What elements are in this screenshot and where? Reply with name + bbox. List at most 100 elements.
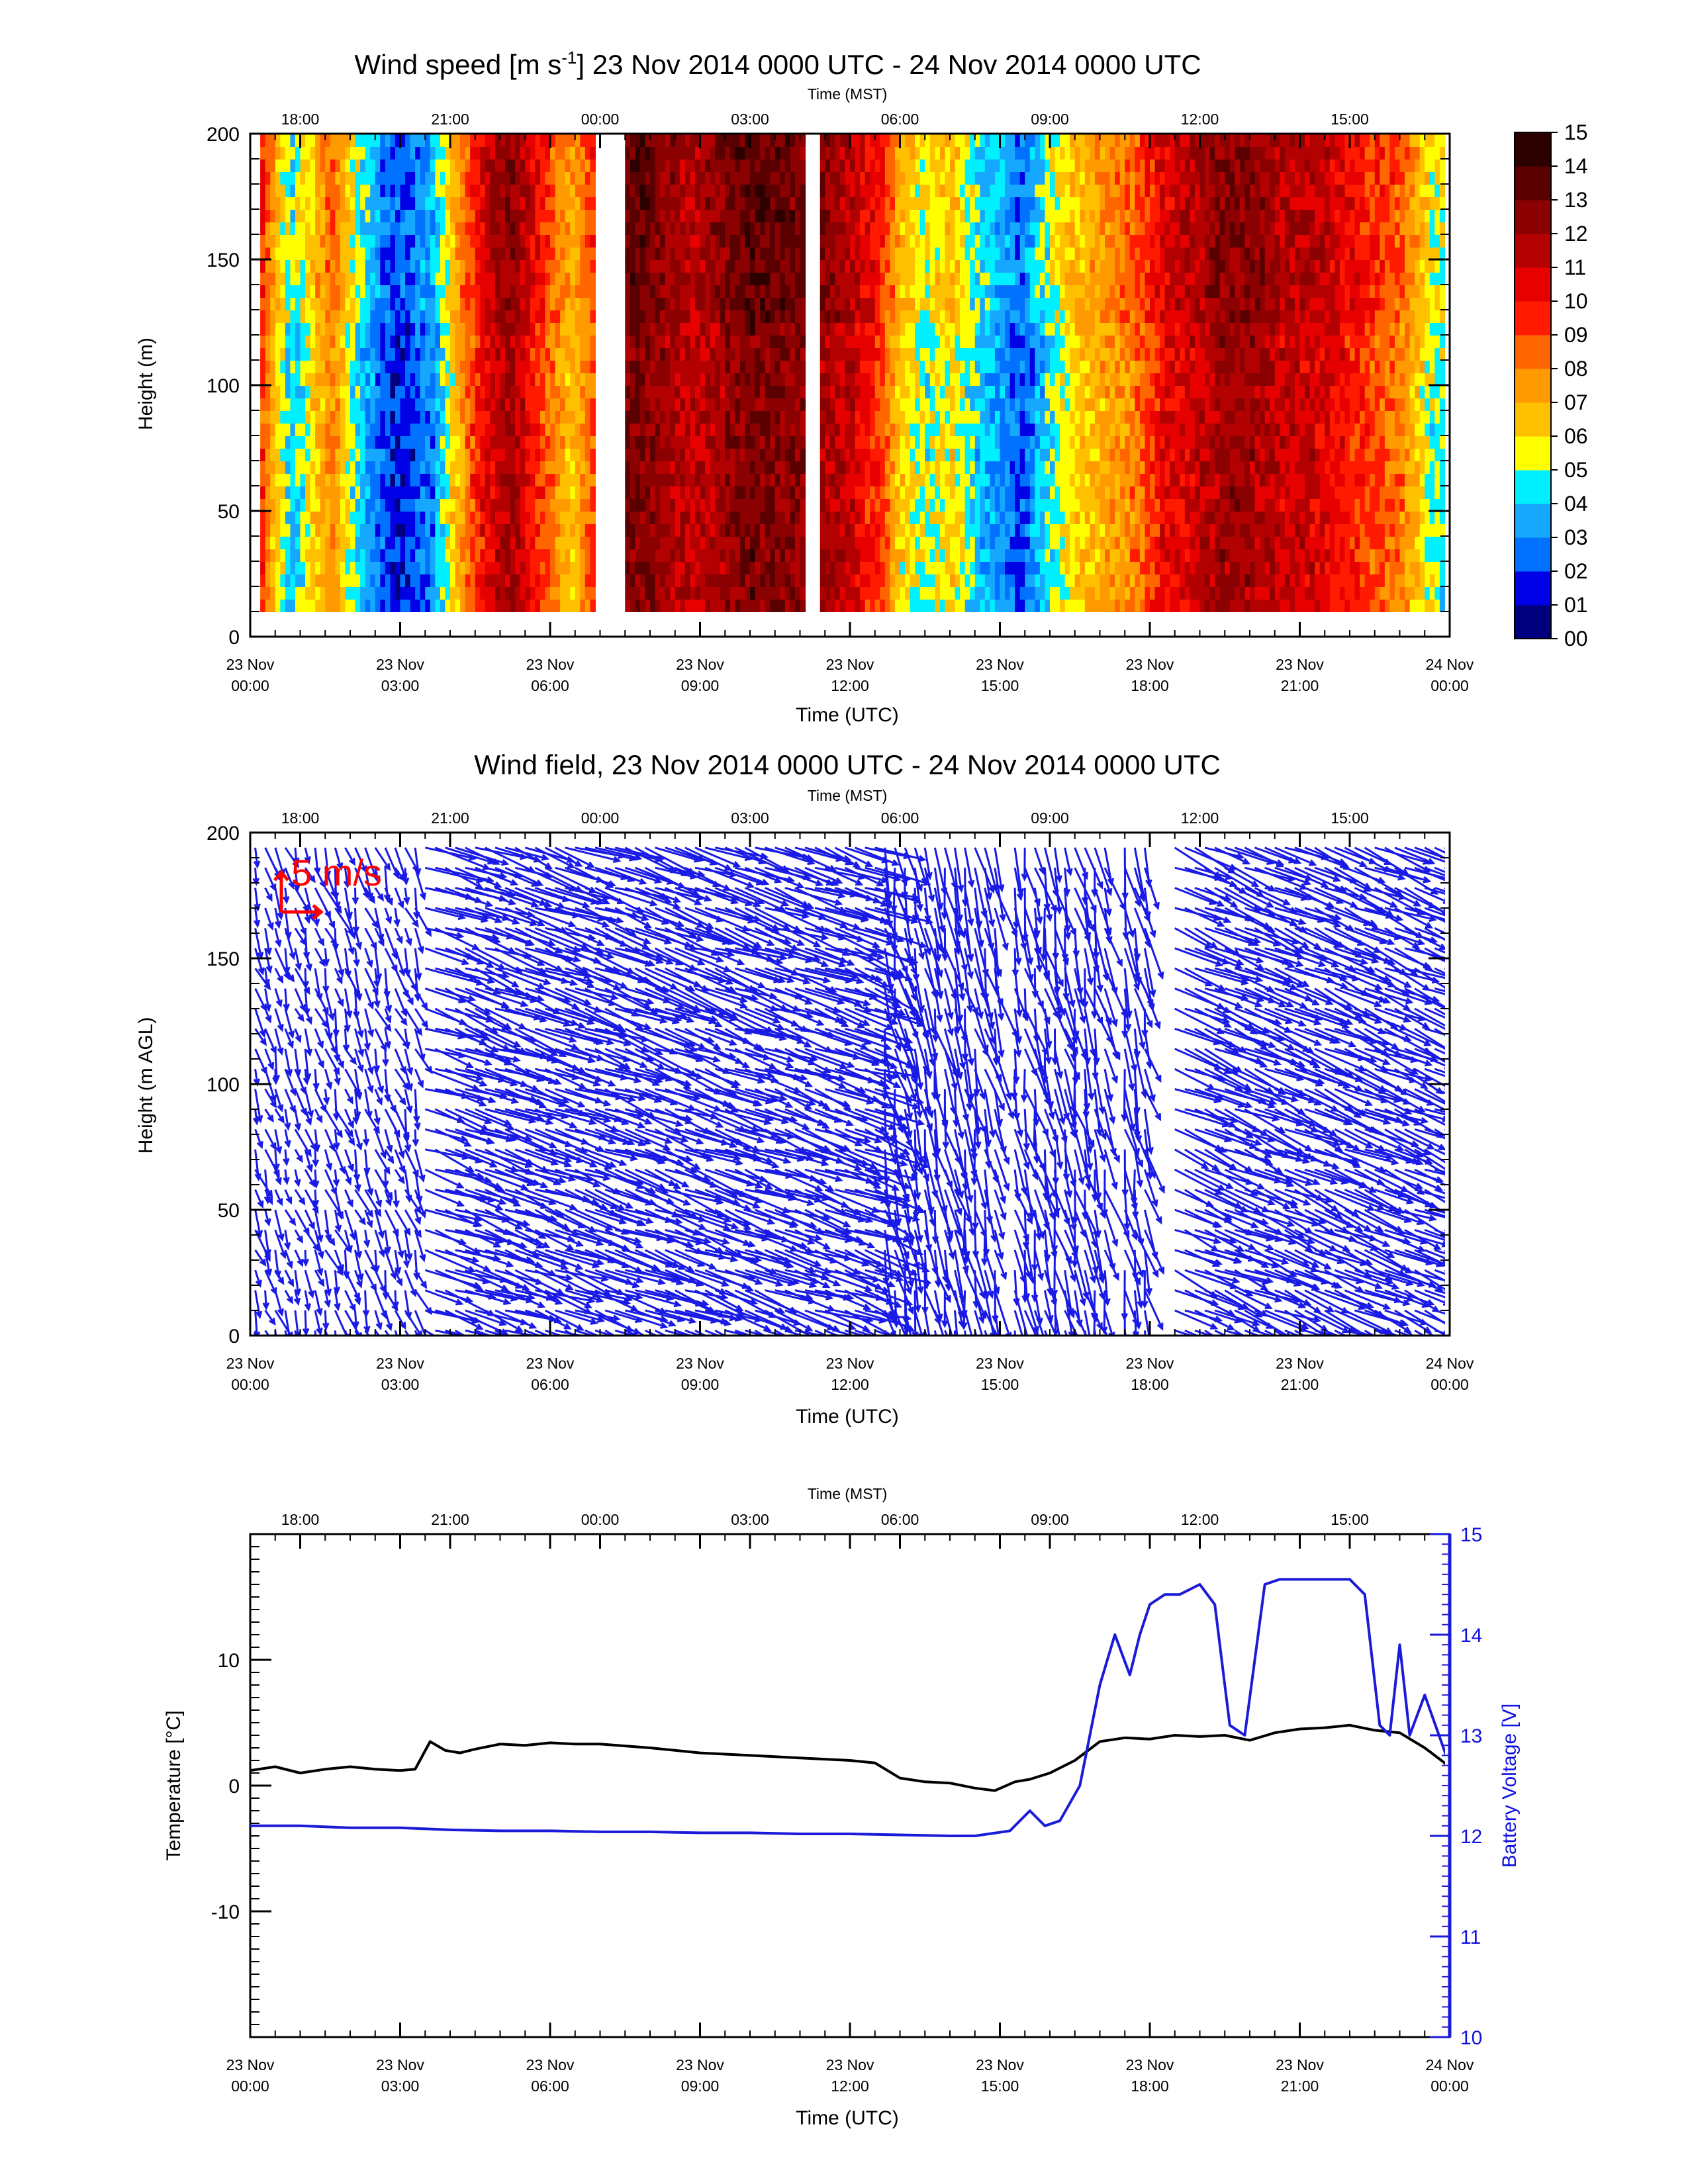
heatmap-cell xyxy=(300,335,306,348)
heatmap-cell xyxy=(760,574,766,587)
heatmap-cell xyxy=(650,410,656,424)
heatmap-cell xyxy=(515,410,521,424)
heatmap-cell xyxy=(905,197,911,210)
heatmap-cell xyxy=(700,335,706,348)
heatmap-cell xyxy=(370,297,376,310)
heatmap-cell xyxy=(515,159,521,172)
heatmap-cell xyxy=(285,184,291,197)
heatmap-cell xyxy=(655,473,661,486)
heatmap-cell xyxy=(265,549,271,562)
heatmap-cell xyxy=(739,222,746,235)
heatmap-cell xyxy=(445,159,451,172)
heatmap-cell xyxy=(435,347,441,361)
heatmap-cell xyxy=(335,197,341,210)
heatmap-cell xyxy=(460,297,466,310)
heatmap-cell xyxy=(630,285,636,298)
heatmap-cell xyxy=(650,209,656,222)
heatmap-cell xyxy=(710,461,716,474)
heatmap-cell xyxy=(829,222,836,235)
heatmap-cell xyxy=(505,171,511,185)
heatmap-cell xyxy=(539,435,546,449)
heatmap-cell xyxy=(784,498,791,512)
heatmap-cell xyxy=(570,209,576,222)
heatmap-cell xyxy=(890,398,896,411)
heatmap-cell xyxy=(265,523,271,537)
heatmap-cell xyxy=(380,285,386,298)
heatmap-cell xyxy=(530,461,536,474)
heatmap-cell xyxy=(684,461,691,474)
heatmap-cell xyxy=(545,561,551,574)
heatmap-cell xyxy=(670,536,676,549)
heatmap-cell xyxy=(560,209,566,222)
heatmap-cell xyxy=(410,448,416,461)
heatmap-cell xyxy=(820,310,826,323)
heatmap-cell xyxy=(505,322,511,336)
heatmap-cell xyxy=(890,285,896,298)
heatmap-cell xyxy=(770,498,776,512)
heatmap-cell xyxy=(870,511,876,524)
heatmap-cell xyxy=(880,171,886,185)
heatmap-cell xyxy=(700,297,706,310)
heatmap-cell xyxy=(650,523,656,537)
heatmap-cell xyxy=(465,536,471,549)
heatmap-cell xyxy=(340,272,346,285)
heatmap-cell xyxy=(770,259,776,273)
heatmap-cell xyxy=(950,574,956,587)
heatmap-cell xyxy=(550,197,556,210)
heatmap-cell xyxy=(690,586,696,600)
heatmap-cell xyxy=(694,209,701,222)
heatmap-cell xyxy=(515,134,521,147)
heatmap-cell xyxy=(910,159,916,172)
heatmap-cell xyxy=(725,285,731,298)
heatmap-cell xyxy=(655,511,661,524)
heatmap-cell xyxy=(260,423,266,436)
heatmap-cell xyxy=(480,398,486,411)
heatmap-cell xyxy=(829,498,836,512)
heatmap-cell xyxy=(355,146,361,159)
heatmap-cell xyxy=(900,385,906,398)
heatmap-cell xyxy=(390,134,396,147)
heatmap-cell xyxy=(725,536,731,549)
heatmap-cell xyxy=(485,435,491,449)
heatmap-cell xyxy=(265,360,271,373)
heatmap-cell xyxy=(350,335,356,348)
heatmap-cell xyxy=(440,523,446,537)
heatmap-cell xyxy=(630,159,636,172)
heatmap-cell xyxy=(800,247,806,260)
heatmap-cell xyxy=(639,498,646,512)
heatmap-cell xyxy=(750,385,756,398)
heatmap-cell xyxy=(925,561,931,574)
heatmap-cell xyxy=(870,360,876,373)
heatmap-cell xyxy=(510,285,516,298)
heatmap-cell xyxy=(839,259,846,273)
heatmap-cell xyxy=(440,498,446,512)
heatmap-cell xyxy=(925,184,931,197)
heatmap-cell xyxy=(450,486,456,499)
heatmap-cell xyxy=(770,448,776,461)
heatmap-cell xyxy=(590,184,596,197)
heatmap-cell xyxy=(729,561,736,574)
heatmap-cell xyxy=(729,322,736,336)
heatmap-cell xyxy=(345,209,351,222)
heatmap-cell xyxy=(739,549,746,562)
heatmap-cell xyxy=(770,523,776,537)
heatmap-cell xyxy=(794,285,801,298)
heatmap-cell xyxy=(915,473,921,486)
heatmap-cell xyxy=(405,498,411,512)
heatmap-cell xyxy=(880,549,886,562)
heatmap-cell xyxy=(745,523,751,537)
heatmap-cell xyxy=(360,209,366,222)
heatmap-cell xyxy=(700,385,706,398)
heatmap-cell xyxy=(450,247,456,260)
heatmap-cell xyxy=(894,385,901,398)
heatmap-cell xyxy=(939,222,946,235)
heatmap-cell xyxy=(410,360,416,373)
heatmap-cell xyxy=(755,574,761,587)
heatmap-cell xyxy=(539,134,546,147)
heatmap-cell xyxy=(865,423,871,436)
heatmap-cell xyxy=(350,599,356,612)
heatmap-cell xyxy=(839,285,846,298)
heatmap-cell xyxy=(265,448,271,461)
heatmap-cell xyxy=(855,184,861,197)
heatmap-cell xyxy=(739,234,746,248)
